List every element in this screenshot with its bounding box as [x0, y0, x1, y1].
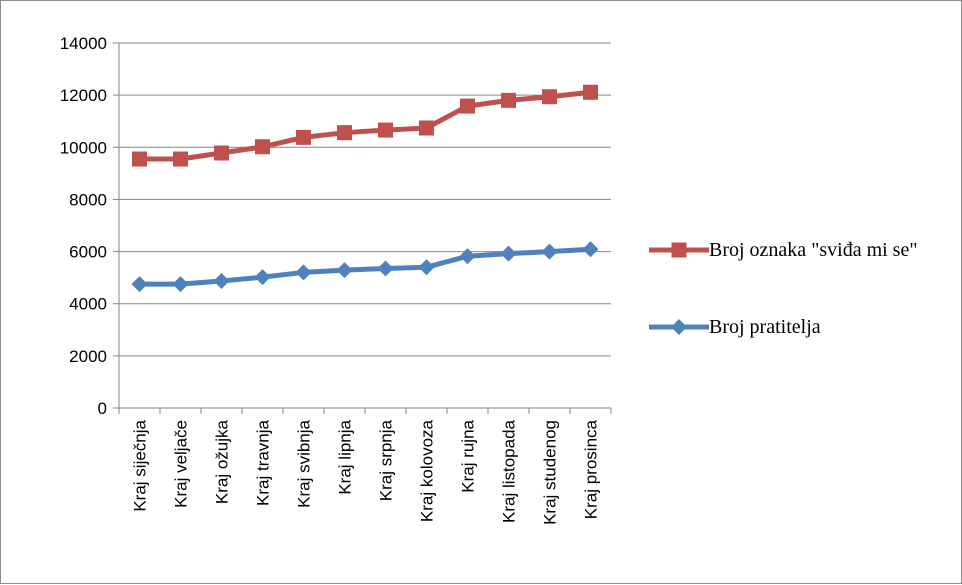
data-point: [460, 248, 476, 264]
x-tick-label: Kraj svibnja: [295, 419, 314, 507]
data-point: [173, 276, 189, 292]
series: [132, 85, 599, 292]
x-tick-label: Kraj rujna: [459, 419, 478, 492]
data-point: [173, 152, 188, 167]
data-point: [337, 262, 353, 278]
y-tick-label: 10000: [60, 138, 107, 157]
data-point: [132, 276, 148, 292]
data-point: [460, 99, 475, 114]
x-tick-labels: Kraj siječnja Kraj veljače Kraj ožujka Kraj…: [131, 419, 601, 524]
y-tick-label: 8000: [69, 190, 107, 209]
series-line-0: [140, 92, 591, 159]
data-point: [419, 120, 434, 135]
y-tick-label: 2000: [69, 347, 107, 366]
y-tick-labels: 0 2000 4000 6000 8000 10000 12000 14000: [60, 34, 107, 418]
data-point: [419, 259, 435, 275]
y-tick-label: 0: [98, 399, 107, 418]
data-point: [378, 261, 394, 277]
gridlines: [119, 43, 611, 356]
data-point: [255, 139, 270, 154]
data-point: [296, 130, 311, 145]
data-point: [337, 125, 352, 140]
data-point: [378, 123, 393, 138]
data-point: [255, 269, 271, 285]
y-tick-label: 4000: [69, 295, 107, 314]
x-tick-label: Kraj veljače: [172, 420, 191, 508]
data-point: [542, 89, 557, 104]
data-point: [583, 241, 599, 257]
y-tick-label: 14000: [60, 34, 107, 53]
legend-label-followers: Broj pratitelja: [709, 314, 959, 340]
y-tick-label: 12000: [60, 86, 107, 105]
x-tick-label: Kraj travnja: [254, 419, 273, 506]
data-point: [501, 246, 517, 262]
data-point: [583, 85, 598, 100]
series-line-1: [140, 249, 591, 284]
data-point: [132, 152, 147, 167]
x-tick-label: Kraj ožujka: [213, 419, 232, 504]
legend-marker-1: [671, 319, 687, 335]
data-point: [501, 93, 516, 108]
data-point: [542, 244, 558, 260]
x-tick-label: Kraj listopada: [500, 419, 519, 523]
x-tick-label: Kraj prosinca: [582, 419, 601, 519]
data-point: [296, 264, 312, 280]
data-point: [214, 146, 229, 161]
x-tick-label: Kraj lipnja: [336, 419, 355, 494]
x-tick-label: Kraj studenog: [541, 420, 560, 525]
legend-marker-0: [672, 243, 687, 258]
x-tick-label: Kraj siječnja: [131, 419, 150, 511]
y-tick-label: 6000: [69, 243, 107, 262]
x-tick-label: Kraj kolovoza: [418, 419, 437, 522]
data-point: [214, 273, 230, 289]
x-tick-label: Kraj srpnja: [377, 419, 396, 501]
legend-label-likes: Broj oznaka "sviđa mi se": [709, 237, 959, 263]
legend-markers: [649, 243, 709, 336]
